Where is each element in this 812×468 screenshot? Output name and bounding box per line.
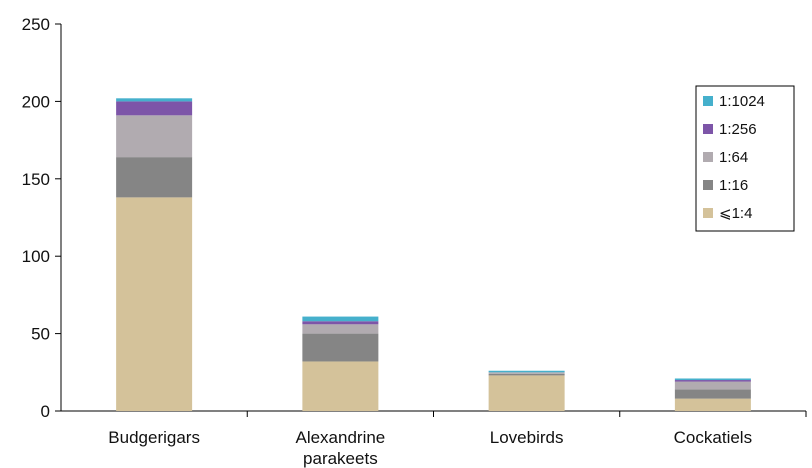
bar-segment: [302, 324, 379, 334]
bars: [116, 98, 751, 411]
legend-swatch: [703, 124, 713, 134]
bar-segment: [302, 361, 379, 411]
legend: 1:1024 1:256 1:64 1:16 ⩽1:4: [695, 85, 795, 232]
x-tick-label: Cockatiels: [674, 428, 752, 447]
bar-segment: [302, 333, 379, 362]
y-tick-label: 100: [22, 247, 50, 266]
bar-segment: [116, 115, 193, 158]
bar-segment: [488, 370, 565, 373]
x-tick-label: Budgerigars: [108, 428, 200, 447]
legend-swatch: [703, 96, 713, 106]
legend-label: 1:1024: [719, 93, 765, 110]
y-tick-label: 150: [22, 170, 50, 189]
bar-segment: [674, 389, 751, 399]
y-tick-label: 200: [22, 92, 50, 111]
y-tick-label: 250: [22, 15, 50, 34]
bar-segment: [674, 378, 751, 381]
bar-segment: [488, 375, 565, 411]
x-tick-labels: Budgerigars Alexandrine parakeets Lovebirds…: [108, 411, 807, 468]
bar-segment: [488, 373, 565, 376]
x-tick-label: parakeets: [303, 449, 378, 468]
bar-segment: [116, 101, 193, 116]
bar-segment: [116, 157, 193, 198]
bar-segment: [674, 398, 751, 411]
y-ticks: 0 50 100 150 200 250: [22, 15, 61, 421]
bar-segment: [674, 380, 751, 382]
legend-swatch: [703, 152, 713, 162]
legend-label: ⩽1:4: [719, 205, 752, 222]
legend-label: 1:16: [719, 177, 748, 194]
legend-label: 1:64: [719, 149, 748, 166]
legend-label: 1:256: [719, 121, 757, 138]
legend-swatch: [703, 208, 713, 218]
bar-segment: [302, 316, 379, 322]
x-tick-label: Lovebirds: [490, 428, 564, 447]
bar-segment: [116, 98, 193, 102]
bar-segment: [116, 197, 193, 411]
y-tick-label: 50: [31, 325, 50, 344]
y-tick-label: 0: [41, 402, 50, 421]
x-tick-label: Alexandrine: [295, 428, 385, 447]
bar-segment: [302, 321, 379, 325]
bar-segment: [674, 381, 751, 390]
legend-swatch: [703, 180, 713, 190]
bar-segment: [488, 372, 565, 374]
